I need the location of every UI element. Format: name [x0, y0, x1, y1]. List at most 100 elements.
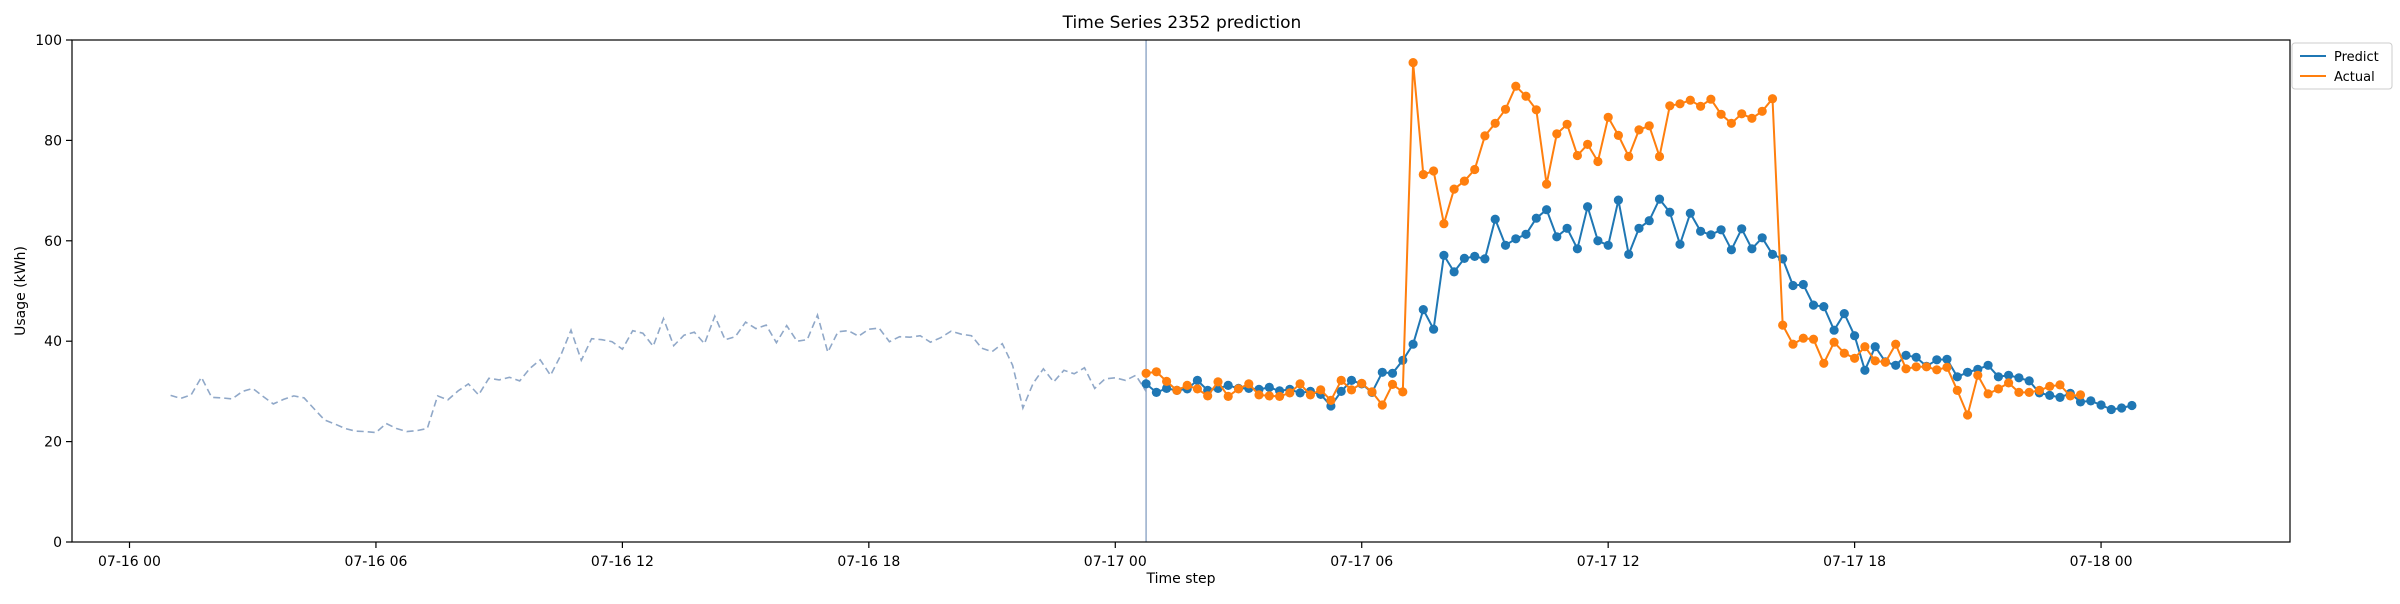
- actual-point: [1326, 395, 1336, 405]
- actual-point: [2045, 381, 2055, 391]
- predict-point: [1223, 380, 1233, 390]
- actual-point: [1213, 377, 1223, 387]
- actual-point: [1696, 101, 1706, 111]
- actual-point: [2075, 390, 2086, 400]
- actual-point: [1583, 139, 1593, 149]
- actual-series: [1141, 58, 2086, 420]
- actual-point: [1901, 364, 1911, 374]
- actual-point: [1480, 131, 1490, 141]
- legend-frame: [2291, 42, 2393, 90]
- actual-point: [1737, 109, 1747, 119]
- predict-point: [1808, 300, 1819, 310]
- actual-point: [1552, 129, 1562, 139]
- actual-point: [1531, 105, 1541, 115]
- legend-entry-predict-label: Predict: [2334, 50, 2379, 65]
- plot-frame: [71, 39, 2291, 543]
- actual-point: [1983, 389, 1993, 399]
- predict-point: [1439, 250, 1449, 260]
- x-tick-label: 07-16 12: [591, 554, 654, 570]
- predict-point: [1480, 254, 1490, 264]
- predict-point: [1387, 368, 1398, 378]
- actual-point: [1459, 176, 1469, 186]
- actual-point: [1418, 169, 1428, 180]
- predict-point: [1860, 365, 1870, 375]
- predict-point: [1264, 382, 1274, 392]
- x-tick-label: 07-18 00: [2070, 554, 2133, 570]
- predict-point: [2106, 404, 2116, 415]
- predict-point: [1747, 244, 1757, 254]
- actual-point: [1151, 367, 1161, 377]
- actual-point: [1932, 365, 1942, 375]
- predict-point: [1942, 354, 1952, 364]
- actual-point: [1973, 370, 1983, 380]
- actual-point: [1798, 333, 1808, 343]
- actual-point: [1223, 391, 1233, 401]
- predict-point: [1983, 360, 1993, 370]
- predict-point: [1521, 229, 1531, 239]
- predict-point: [1583, 202, 1593, 212]
- legend-entry-actual-label: Actual: [2334, 70, 2375, 85]
- predict-point: [1952, 372, 1962, 382]
- actual-point: [1706, 94, 1716, 104]
- actual-point: [1521, 91, 1531, 101]
- predict-point: [1162, 383, 1172, 393]
- actual-point: [1398, 387, 1408, 397]
- predict-point: [1613, 195, 1623, 205]
- predict-point: [1963, 367, 1973, 377]
- predict-point: [1634, 223, 1644, 233]
- actual-point: [1572, 150, 1582, 161]
- actual-point: [1685, 95, 1695, 105]
- predict-point: [1644, 216, 1654, 226]
- history-series: [170, 312, 1147, 434]
- actual-point: [1172, 385, 1182, 395]
- predict-point: [1511, 234, 1521, 244]
- actual-point: [1429, 166, 1439, 176]
- predict-point: [2075, 397, 2086, 407]
- actual-point: [1757, 106, 1767, 116]
- predict-point: [1696, 226, 1706, 236]
- actual-point: [1377, 400, 1387, 410]
- predict-point: [1798, 279, 1808, 290]
- predict-point: [1377, 367, 1387, 377]
- predict-point: [1870, 342, 1880, 352]
- actual-point: [1880, 357, 1890, 367]
- x-tick-label: 07-17 06: [1330, 554, 1393, 570]
- predict-point: [1542, 205, 1552, 215]
- predict-point: [2024, 376, 2034, 386]
- predict-point: [1624, 249, 1634, 259]
- actual-point: [1264, 391, 1274, 401]
- actual-point: [1850, 353, 1860, 363]
- predict-point: [1531, 213, 1541, 223]
- predict-point: [1829, 325, 1839, 335]
- actual-point: [1192, 384, 1202, 394]
- predict-point: [1418, 305, 1428, 315]
- predict-point: [1593, 236, 1603, 246]
- actual-point: [1141, 368, 1151, 378]
- actual-point: [1511, 81, 1521, 91]
- actual-point: [2034, 385, 2044, 395]
- actual-point: [1162, 376, 1172, 386]
- predict-point: [1429, 324, 1439, 334]
- actual-point: [1675, 99, 1685, 109]
- actual-point: [1860, 342, 1870, 352]
- predict-point: [1449, 267, 1459, 277]
- actual-point: [1942, 362, 1952, 372]
- x-tick-label: 07-17 18: [1823, 554, 1886, 570]
- actual-point: [1726, 118, 1736, 128]
- y-tick-label: 60: [44, 234, 62, 250]
- actual-point: [1305, 390, 1315, 400]
- actual-point: [1275, 391, 1285, 401]
- predict-point: [1839, 309, 1849, 319]
- predict-point: [1572, 244, 1582, 254]
- predict-point: [1141, 379, 1151, 389]
- predict-point: [1932, 355, 1942, 365]
- chart-title: Time Series 2352 prediction: [1062, 13, 1302, 33]
- predict-point: [1685, 208, 1695, 218]
- actual-point: [2014, 387, 2024, 397]
- predict-point: [1675, 239, 1685, 249]
- actual-point: [1665, 101, 1675, 111]
- predict-point: [1408, 339, 1418, 349]
- actual-point: [1778, 320, 1788, 330]
